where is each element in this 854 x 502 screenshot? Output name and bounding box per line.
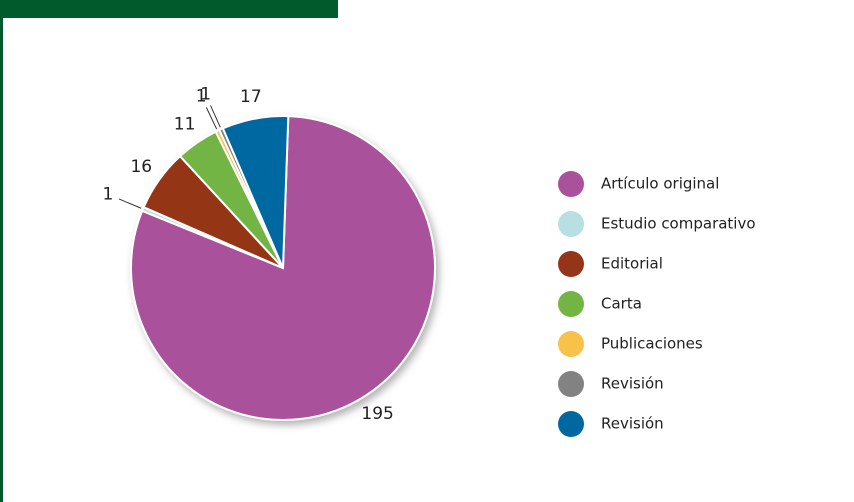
header-bar xyxy=(0,0,338,18)
legend-label: Editorial xyxy=(601,255,663,273)
legend-swatch xyxy=(558,371,584,397)
data-label: 1 xyxy=(102,184,113,204)
legend-label: Revisión xyxy=(601,415,664,433)
data-label: 16 xyxy=(130,157,152,177)
legend-swatch xyxy=(558,251,584,277)
legend-swatch xyxy=(558,171,584,197)
pie-slice xyxy=(221,115,290,269)
leader-line xyxy=(205,107,218,130)
legend-swatch xyxy=(558,331,584,357)
legend-swatch xyxy=(558,291,584,317)
legend-swatch xyxy=(558,411,584,437)
data-label: 1 xyxy=(196,87,207,107)
legend-label: Revisión xyxy=(601,375,664,393)
leader-line xyxy=(210,105,221,128)
data-label: 195 xyxy=(361,404,393,424)
data-label: 11 xyxy=(174,115,196,135)
legend-label: Artículo original xyxy=(601,175,719,193)
data-label: 1 xyxy=(200,84,211,104)
data-label: 17 xyxy=(240,87,262,107)
pie xyxy=(130,115,436,421)
legend-swatch xyxy=(558,211,584,237)
leader-line xyxy=(118,198,142,209)
legend-label: Estudio comparativo xyxy=(601,215,756,233)
legend-label: Carta xyxy=(601,295,642,313)
legend-label: Publicaciones xyxy=(601,335,703,353)
left-border xyxy=(0,0,3,502)
